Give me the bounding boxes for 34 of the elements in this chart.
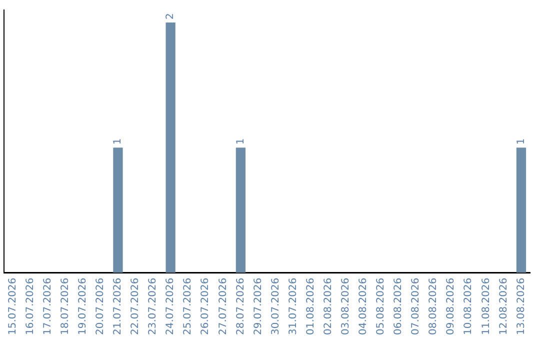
x-tick-label: 12.08.2026 (498, 278, 510, 336)
x-tick-label: 28.07.2026 (235, 278, 246, 336)
x-tick-label: 17.07.2026 (42, 278, 54, 336)
x-tick-label: 07.08.2026 (410, 278, 422, 336)
x-tick-label: 06.08.2026 (393, 278, 404, 336)
x-tick-label: 02.08.2026 (322, 278, 334, 336)
data-label: 1 (112, 138, 124, 145)
x-tick-label: 11.08.2026 (480, 278, 492, 336)
x-tick-label: 05.08.2026 (376, 278, 387, 336)
x-tick-label: 25.07.2026 (182, 278, 194, 336)
x-tick-label: 23.07.2026 (148, 278, 159, 336)
x-tick-label: 30.07.2026 (270, 278, 282, 336)
x-tick-label: 16.07.2026 (24, 278, 36, 336)
data-label: 1 (235, 138, 246, 145)
x-tick-label: 09.08.2026 (446, 278, 457, 336)
x-tick-label: 31.07.2026 (288, 278, 299, 336)
x-tick-label: 13.08.2026 (516, 278, 527, 336)
data-label: 2 (165, 13, 176, 20)
x-tick-label: 22.07.2026 (130, 278, 142, 336)
x-tick-label: 01.08.2026 (305, 278, 316, 336)
x-tick-label: 19.07.2026 (77, 278, 88, 336)
x-tick-label: 04.08.2026 (358, 278, 370, 336)
x-tick-label: 27.07.2026 (218, 278, 229, 336)
x-tick-label: 15.07.2026 (7, 278, 18, 336)
x-tick-label: 10.08.2026 (463, 278, 474, 336)
x-tick-label: 29.07.2026 (252, 278, 264, 336)
x-tick-label: 20.07.2026 (95, 278, 106, 336)
x-tick-label: 03.08.2026 (340, 278, 352, 336)
x-tick-label: 24.07.2026 (165, 278, 176, 336)
x-tick-label: 08.08.2026 (428, 278, 440, 336)
x-tick-label: 26.07.2026 (200, 278, 212, 336)
data-label: 1 (516, 138, 527, 145)
x-tick-label: 21.07.2026 (112, 278, 124, 336)
x-tick-label: 18.07.2026 (60, 278, 71, 336)
